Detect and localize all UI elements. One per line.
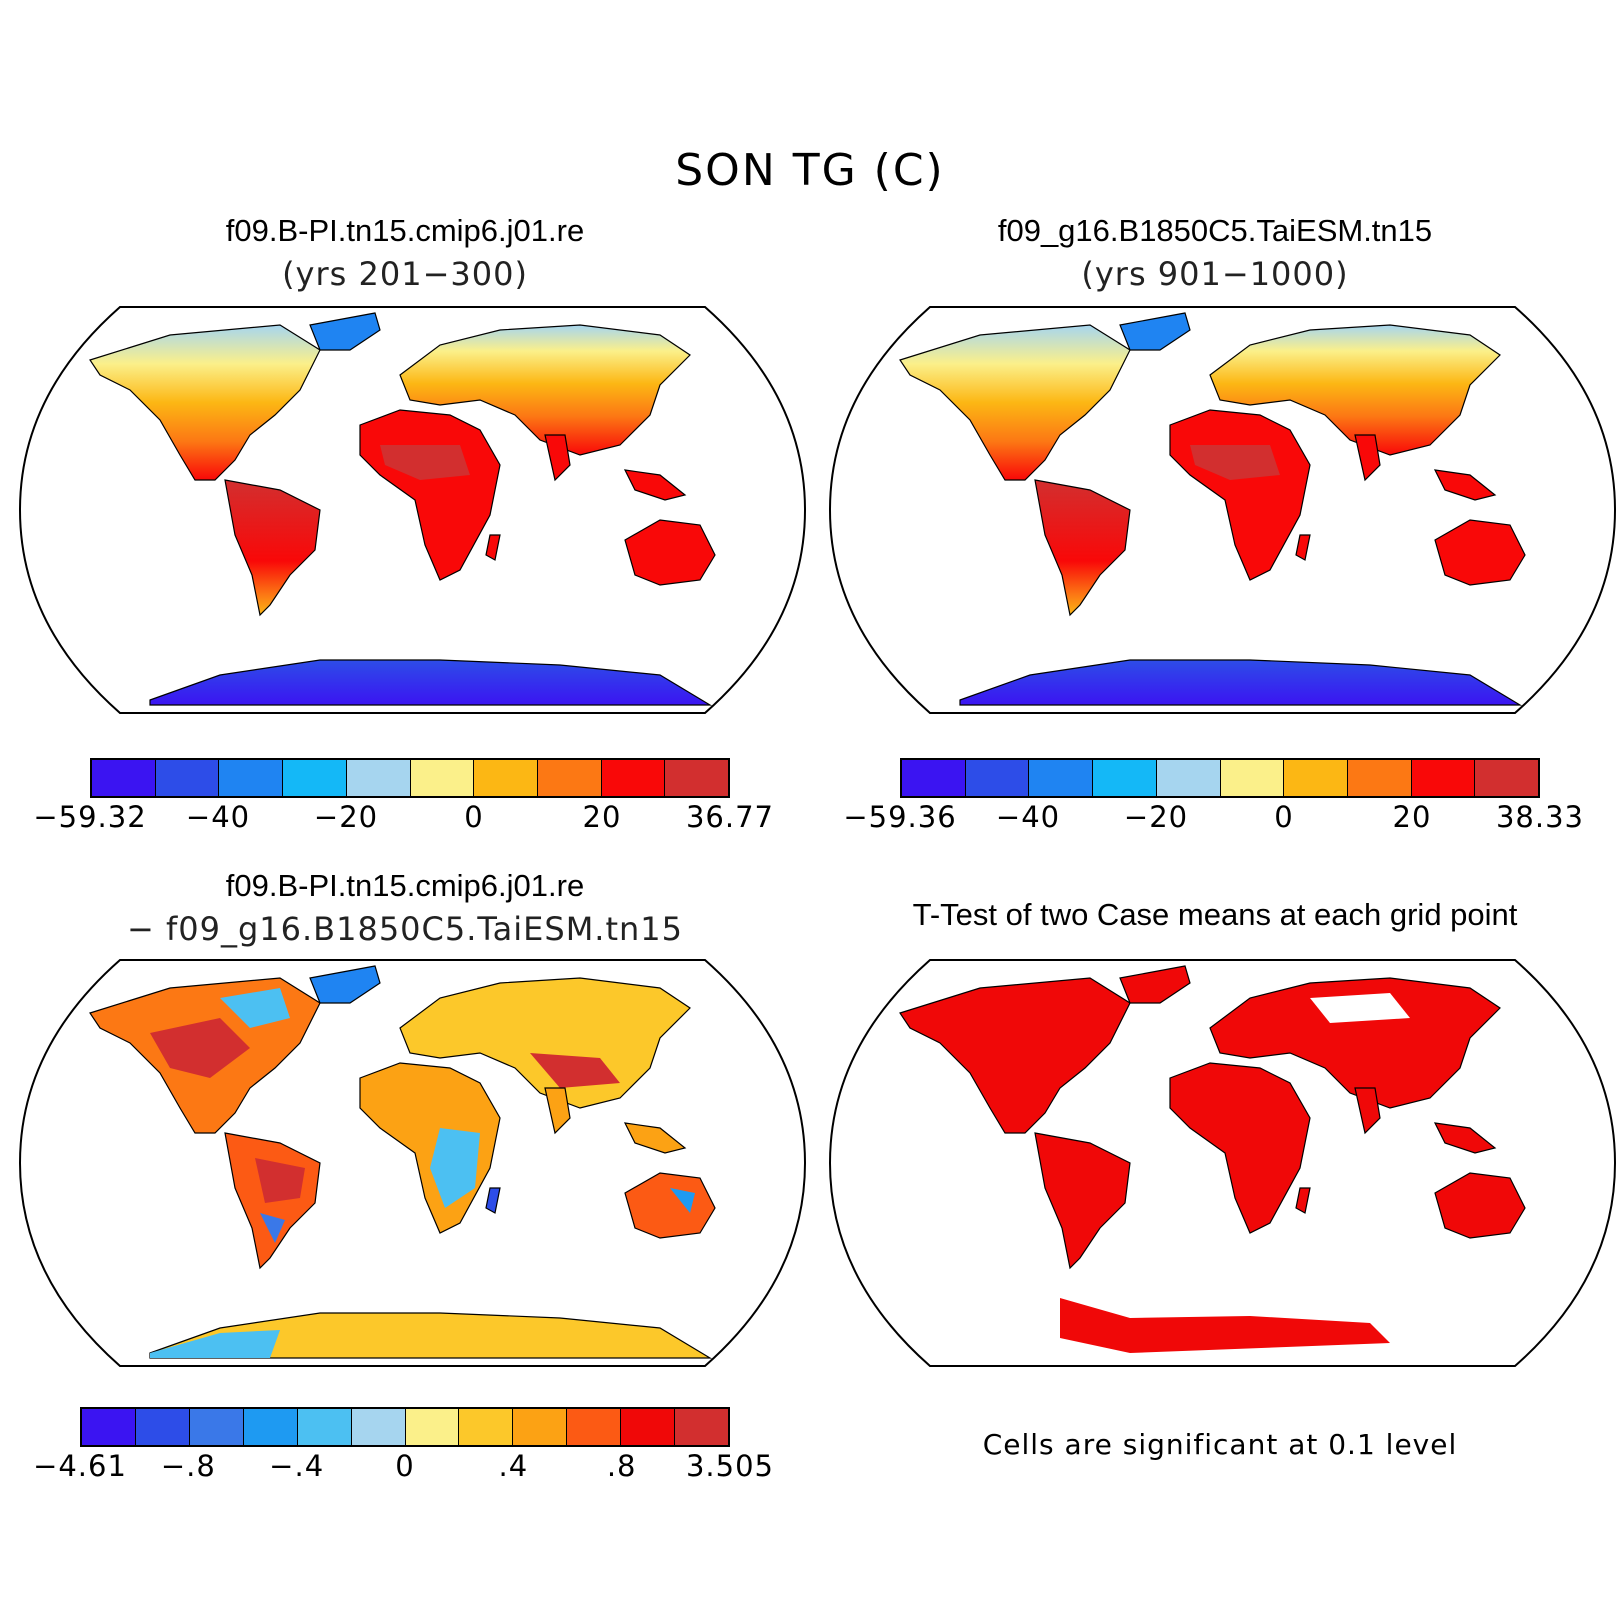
colorbar-tick-label: 36.77 [685,800,775,834]
colorbar-cell [243,1409,298,1445]
colorbar-cell [537,760,602,796]
colorbar-cell [513,1409,568,1445]
colorbar-cell [283,760,347,796]
panel2-colorbar-ticks: −59.36 −40 −20 0 20 38.33 [843,800,1583,840]
colorbar-cell [665,760,729,796]
colorbar-cell [1411,760,1476,796]
colorbar-tick-label: 3.505 [685,1449,775,1483]
colorbar-cell [219,760,284,796]
colorbar-cell [1156,760,1221,796]
colorbar-cell [1475,760,1539,796]
panel1-colorbar-ticks: −59.32 −40 −20 0 20 36.77 [33,800,773,840]
colorbar-cell [1029,760,1094,796]
colorbar-tick-label: −20 [313,800,379,834]
colorbar-tick-label: −59.32 [33,800,147,834]
colorbar-cell [346,760,411,796]
panel3-colorbar-ticks: −4.61 −.8 −.4 0 .4 .8 3.505 [33,1449,773,1489]
colorbar-cell [92,760,156,796]
colorbar-cell [155,760,220,796]
colorbar-cell [82,1409,136,1445]
colorbar-cell [459,1409,514,1445]
colorbar-tick-label: .4 [498,1449,529,1483]
colorbar-cell [1220,760,1285,796]
colorbar-tick-label: −59.36 [843,800,957,834]
panel1-subtitle: (yrs 201−300) [282,255,528,293]
colorbar-tick-label: −4.61 [33,1449,127,1483]
panel2-map [828,306,1617,714]
colorbar-cell [405,1409,460,1445]
colorbar-tick-label: 38.33 [1495,800,1585,834]
colorbar-cell [410,760,475,796]
colorbar-cell [567,1409,622,1445]
panel3-colorbar [80,1407,730,1447]
colorbar-cell [297,1409,352,1445]
colorbar-cell [1093,760,1157,796]
colorbar-cell [902,760,966,796]
colorbar-cell [675,1409,729,1445]
colorbar-cell [601,760,666,796]
colorbar-tick-label: 0 [1274,800,1294,834]
colorbar-cell [351,1409,406,1445]
colorbar-tick-label: 0 [464,800,484,834]
colorbar-cell [1347,760,1412,796]
panel1-colorbar [90,758,730,798]
colorbar-cell [474,760,538,796]
panel3-title: f09.B-PI.tn15.cmip6.j01.re [225,868,585,903]
panel2-title: f09_g16.B1850C5.TaiESM.tn15 [997,213,1433,248]
panel1-map [18,306,807,714]
colorbar-tick-label: −20 [1123,800,1189,834]
colorbar-tick-label: −.4 [269,1449,325,1483]
panel2-colorbar [900,758,1540,798]
panel2-subtitle: (yrs 901−1000) [1081,255,1349,293]
panel3-map [18,959,807,1367]
panel4-title: T-Test of two Case means at each grid po… [912,897,1518,932]
panel1-title: f09.B-PI.tn15.cmip6.j01.re [225,213,585,248]
colorbar-cell [621,1409,676,1445]
colorbar-tick-label: .8 [606,1449,637,1483]
figure-title: SON TG (C) [675,145,945,196]
colorbar-tick-label: −40 [185,800,251,834]
colorbar-tick-label: −40 [995,800,1061,834]
colorbar-tick-label: −.8 [160,1449,216,1483]
colorbar-tick-label: 20 [1392,800,1432,834]
colorbar-cell [135,1409,190,1445]
colorbar-cell [965,760,1030,796]
colorbar-cell [1284,760,1348,796]
panel3-subtitle: − f09_g16.B1850C5.TaiESM.tn15 [126,910,684,948]
panel4-map [828,959,1617,1367]
colorbar-tick-label: 0 [395,1449,415,1483]
colorbar-tick-label: 20 [582,800,622,834]
colorbar-cell [189,1409,244,1445]
significance-note: Cells are significant at 0.1 level [982,1428,1458,1461]
